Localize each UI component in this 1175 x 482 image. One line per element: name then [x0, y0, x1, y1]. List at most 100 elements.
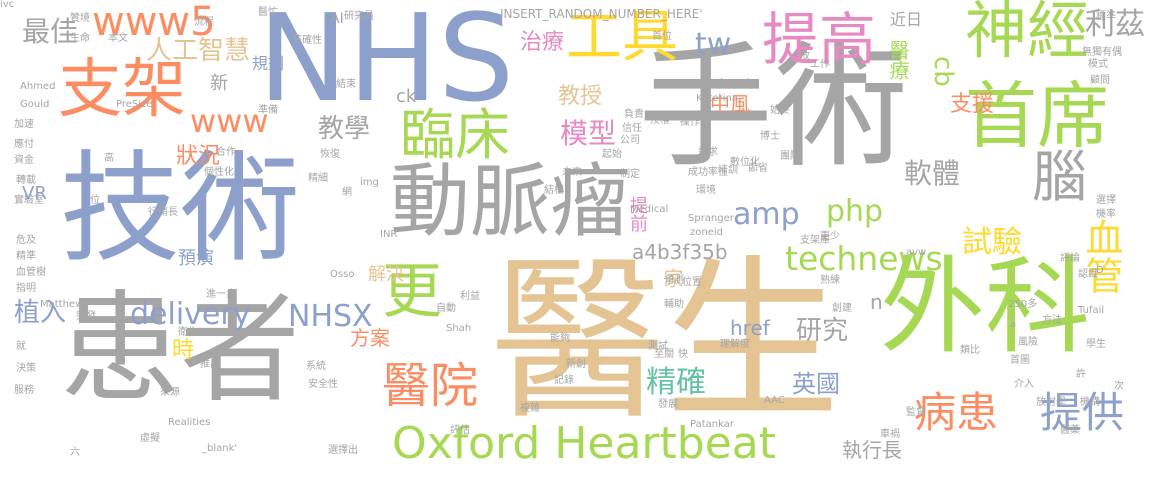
cloud-word: 精準: [16, 251, 36, 262]
cloud-word: 工具: [566, 5, 678, 70]
cloud-word: 腦: [1032, 145, 1088, 209]
cloud-word: 英國: [792, 370, 840, 398]
cloud-word: NHSX: [288, 299, 373, 334]
cloud-word: 數位化: [730, 157, 760, 168]
cloud-word: Tufail: [1078, 305, 1105, 316]
cloud-word: 醫療: [886, 40, 910, 80]
cloud-word: 軟體: [904, 157, 961, 190]
cloud-word: AI: [330, 11, 344, 27]
cloud-word: 負責: [624, 109, 644, 120]
cloud-word: 結構: [544, 185, 564, 196]
cloud-word: img: [360, 177, 379, 188]
cloud-word: 近日: [890, 10, 923, 29]
cloud-word: 恢復: [320, 149, 340, 160]
cloud-word: ivc: [0, 0, 15, 10]
cloud-word: 實驗室: [14, 195, 44, 206]
cloud-word: 類比: [960, 345, 980, 356]
cloud-word: target: [720, 77, 751, 88]
cloud-word: a: [1010, 319, 1017, 330]
cloud-word: 來源: [160, 387, 180, 398]
cloud-word: 更: [382, 257, 442, 327]
cloud-word: 授權: [650, 115, 670, 126]
cloud-word: 模式: [1088, 59, 1108, 70]
cloud-word: INR: [380, 229, 398, 240]
cloud-word: 血管: [1079, 218, 1123, 294]
cloud-word: href: [730, 316, 770, 340]
cloud-word: 血管樹: [16, 267, 46, 278]
cloud-word: PreSize: [116, 99, 153, 110]
cloud-word: 家: [660, 268, 684, 288]
cloud-word: 決策: [16, 363, 36, 374]
cloud-word: 制定: [620, 169, 640, 180]
cloud-word: Medical: [630, 204, 669, 215]
cloud-word: amp: [733, 197, 800, 232]
cloud-word: 執行長: [842, 438, 902, 462]
cloud-word: Patankar: [690, 419, 734, 430]
cloud-word: 創建: [832, 303, 852, 314]
cloud-word: 手術: [638, 29, 908, 186]
cloud-word: 個性化: [204, 167, 234, 178]
cloud-word: 病患: [914, 388, 999, 437]
cloud-word: 理解度: [720, 339, 750, 350]
cloud-word: 狀況: [176, 144, 221, 169]
cloud-word: 方法: [1042, 315, 1062, 326]
cloud-word: 選擇: [1096, 195, 1116, 206]
cloud-word: 動脈瘤: [390, 155, 630, 248]
cloud-word: Gould: [20, 99, 50, 110]
cloud-word: 進一步: [206, 289, 236, 300]
cloud-word: 預演: [178, 248, 214, 269]
cloud-word: 顧問: [1090, 75, 1110, 86]
cloud-word: 危及: [16, 235, 36, 246]
cloud-word: 資金: [14, 155, 34, 166]
cloud-word: 提供: [1040, 388, 1125, 437]
cloud-word: Katerina: [696, 93, 738, 104]
cloud-word: ck: [396, 86, 417, 107]
cloud-word: 試驗: [962, 225, 1022, 260]
cloud-word: 環境: [696, 185, 716, 196]
cloud-word: Matthew: [40, 299, 84, 310]
cloud-word: 研究: [796, 316, 849, 346]
cloud-word: 方案: [350, 326, 390, 350]
cloud-word: Shah: [446, 323, 472, 334]
cloud-word: cb: [928, 56, 958, 87]
cloud-word: 首席: [965, 74, 1110, 158]
cloud-word: 記錄: [554, 375, 574, 386]
cloud-word: 時: [172, 338, 195, 363]
cloud-word: 熟練: [820, 275, 840, 286]
cloud-word: 首圖: [1010, 355, 1030, 366]
cloud-word: 流程: [194, 17, 214, 28]
cloud-word: 準確性: [292, 35, 322, 46]
cloud-word: 新: [210, 73, 228, 94]
cloud-word: www: [190, 102, 269, 140]
cloud-word: 預測: [664, 275, 684, 286]
cloud-word: 醫藥: [1060, 425, 1080, 436]
cloud-word: 精確: [646, 365, 706, 400]
cloud-word: 生命: [70, 33, 90, 44]
cloud-word: AAC: [764, 395, 785, 406]
cloud-word: 植入: [14, 298, 67, 328]
cloud-word: 合作: [216, 147, 236, 158]
cloud-word: 高: [104, 153, 114, 164]
cloud-word: 精細: [308, 173, 328, 184]
cloud-word: 節省: [748, 163, 768, 174]
cloud-word: 提高: [762, 7, 876, 73]
cloud-word: 贊境: [70, 13, 90, 24]
cloud-word: 提前: [627, 196, 648, 232]
cloud-word: 無獨有偶: [1082, 47, 1122, 58]
cloud-word: Realities: [168, 417, 211, 428]
cloud-word: 快: [678, 349, 688, 360]
cloud-word: 至關: [654, 349, 674, 360]
cloud-word: 發展: [658, 399, 678, 410]
cloud-word: 位: [90, 195, 100, 206]
cloud-word: 評論: [1060, 253, 1080, 264]
cloud-word: 複雜: [520, 403, 540, 414]
cloud-word: 突發: [76, 311, 96, 322]
cloud-word: 轉載: [16, 175, 36, 186]
cloud-word: 成功率性: [688, 167, 728, 178]
cloud-word: 外科: [880, 246, 1091, 368]
cloud-word: 放射學: [1036, 397, 1066, 408]
cloud-word: 培訓: [718, 165, 738, 176]
cloud-word: 虛擬: [140, 433, 160, 444]
cloud-word: Osso: [330, 269, 355, 280]
cloud-word: 服務: [14, 385, 34, 396]
